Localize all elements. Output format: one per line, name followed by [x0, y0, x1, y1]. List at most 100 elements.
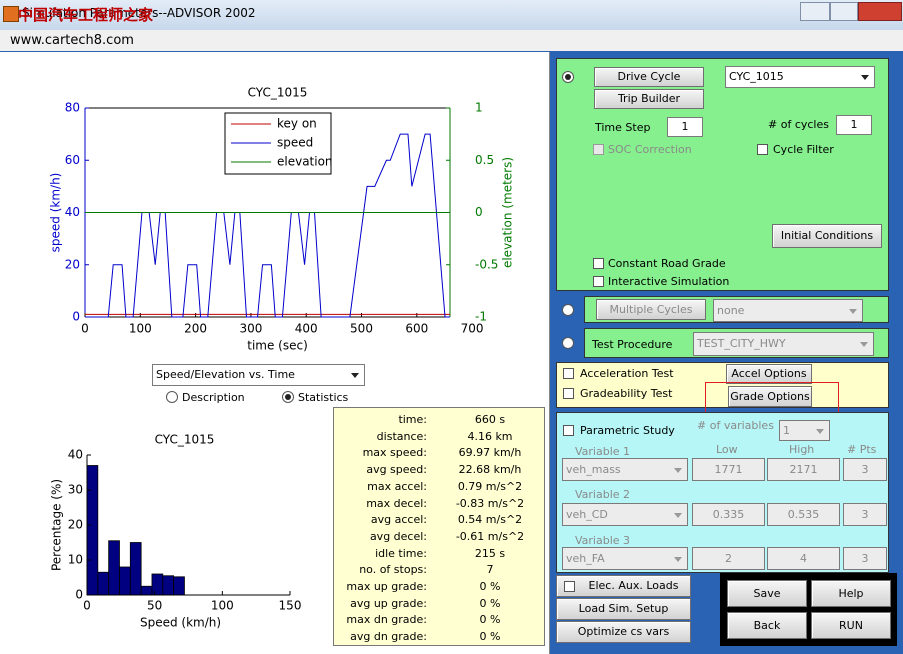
stat-value: 69.97 km/h	[458, 446, 522, 460]
time-step-label: Time Step	[595, 121, 651, 134]
help-button[interactable]: Help	[811, 580, 891, 607]
x-tick-label: 200	[184, 322, 207, 336]
legend-label: speed	[277, 136, 313, 150]
stat-value: 0.54 m/s^2	[457, 513, 523, 527]
y-tick-label: 0	[72, 310, 80, 324]
cycle-select[interactable]: CYC_1015	[725, 66, 875, 88]
x-tick-label: 50	[147, 599, 162, 613]
grade-options-button[interactable]: Grade Options	[728, 386, 812, 407]
test-procedure-select[interactable]: TEST_CITY_HWY	[693, 332, 874, 356]
bar	[151, 573, 164, 596]
optimize-button[interactable]: Optimize cs vars	[556, 621, 691, 643]
stat-value: 7	[486, 563, 494, 577]
trip-builder-button[interactable]: Trip Builder	[594, 89, 704, 109]
variable-label: Variable 1	[575, 445, 631, 458]
time-step-input[interactable]: 1	[667, 117, 703, 137]
parametric-label: Parametric Study	[580, 424, 675, 437]
num-variables-select[interactable]: 1	[779, 420, 830, 441]
multiple-cycles-radio[interactable]	[562, 304, 574, 316]
app-icon	[3, 6, 19, 22]
stat-value: 4.16 km	[467, 429, 513, 443]
low-input[interactable]: 0.335	[692, 503, 765, 526]
stat-label: avg dn grade:	[350, 630, 427, 644]
stat-value: -0.61 m/s^2	[455, 529, 525, 543]
pts-input[interactable]: 3	[843, 503, 887, 526]
bar	[173, 576, 185, 596]
num-variables-label: # of variables	[697, 419, 774, 432]
x-tick-label: 150	[279, 599, 302, 613]
soc-checkbox[interactable]	[593, 144, 604, 155]
plot-selector[interactable]: Speed/Elevation vs. Time	[152, 364, 365, 386]
x-tick-label: 400	[295, 322, 318, 336]
pts-input[interactable]: 3	[843, 458, 887, 481]
run-button[interactable]: RUN	[811, 612, 891, 639]
minimize[interactable]	[800, 2, 830, 21]
load-setup-button[interactable]: Load Sim. Setup	[556, 598, 691, 620]
y-axis-label: Percentage (%)	[50, 479, 64, 571]
variable-select[interactable]: veh_CD	[562, 503, 688, 526]
road-grade-checkbox[interactable]	[593, 258, 604, 269]
description-radio[interactable]	[166, 391, 178, 403]
x-tick-label: 0	[83, 599, 91, 613]
y-tick-label: 0	[75, 588, 83, 602]
drive-cycle-button[interactable]: Drive Cycle	[594, 67, 704, 87]
y-tick-label: 40	[68, 448, 83, 462]
stat-value: 0 %	[479, 613, 501, 627]
initial-conditions-button[interactable]: Initial Conditions	[772, 224, 882, 248]
high-input[interactable]: 4	[767, 547, 840, 570]
elec-aux-label: Elec. Aux. Loads	[588, 579, 679, 592]
high-input[interactable]: 2171	[767, 458, 840, 481]
statistics-radio[interactable]	[282, 391, 294, 403]
stat-value: 215 s	[474, 546, 506, 560]
legend-label: elevation	[277, 155, 333, 169]
stat-value: 0 %	[479, 596, 501, 610]
save-button[interactable]: Save	[727, 580, 807, 607]
y-tick-label: 20	[68, 518, 83, 532]
road-grade-label: Constant Road Grade	[608, 257, 726, 270]
elec-aux-button[interactable]: Elec. Aux. Loads	[556, 575, 691, 597]
variable-select[interactable]: veh_FA	[562, 547, 688, 570]
pts-input[interactable]: 3	[843, 547, 887, 570]
y2-axis-label: elevation (meters)	[501, 157, 515, 268]
test-procedure-radio[interactable]	[562, 337, 574, 349]
y-tick-label: 10	[68, 553, 83, 567]
back-button[interactable]: Back	[727, 612, 807, 639]
x-axis-label: time (sec)	[247, 339, 308, 353]
x-tick-label: 700	[461, 322, 484, 336]
stat-label: no. of stops:	[359, 563, 427, 577]
x-tick-label: 100	[129, 322, 152, 336]
cycles-input[interactable]: 1	[836, 115, 872, 135]
parametric-checkbox[interactable]	[563, 425, 574, 436]
stat-value: 22.68 km/h	[458, 463, 522, 477]
stat-label: avg up grade:	[350, 596, 427, 610]
y-tick-label: 30	[68, 483, 83, 497]
gradeability-checkbox[interactable]	[563, 388, 574, 399]
y-tick-label: 60	[65, 153, 80, 167]
low-input[interactable]: 2	[692, 547, 765, 570]
bar	[162, 575, 175, 596]
high-input[interactable]: 0.535	[767, 503, 840, 526]
accel-options-button[interactable]: Accel Options	[726, 364, 812, 384]
charts: 0 100 200 300 400 500 600 700020406080-1-0.500.…	[49, 86, 515, 630]
watermark: 中国汽车工程师之家	[18, 6, 154, 24]
stat-label: avg decel:	[369, 529, 427, 543]
variable-select[interactable]: veh_mass	[562, 458, 688, 481]
y2-tick-label: -1	[475, 310, 487, 324]
low-input[interactable]: 1771	[692, 458, 765, 481]
x-tick-label: 500	[350, 322, 373, 336]
legend-label: key on	[277, 117, 317, 131]
stat-value: -0.83 m/s^2	[455, 496, 525, 510]
drive-cycle-radio[interactable]	[562, 71, 574, 83]
y-tick-label: 80	[65, 101, 80, 115]
chart-title: CYC_1015	[248, 86, 308, 100]
cycle-filter-checkbox[interactable]	[757, 144, 768, 155]
multiple-cycles-button[interactable]: Multiple Cycles	[596, 299, 706, 320]
maximize[interactable]	[830, 2, 858, 21]
acceleration-checkbox[interactable]	[563, 368, 574, 379]
close[interactable]	[858, 2, 902, 21]
interactive-label: Interactive Simulation	[608, 275, 730, 288]
interactive-checkbox[interactable]	[593, 276, 604, 287]
bar	[108, 540, 120, 596]
y-axis-label: speed (km/h)	[49, 173, 63, 253]
multiple-cycles-select[interactable]: none	[713, 299, 863, 322]
